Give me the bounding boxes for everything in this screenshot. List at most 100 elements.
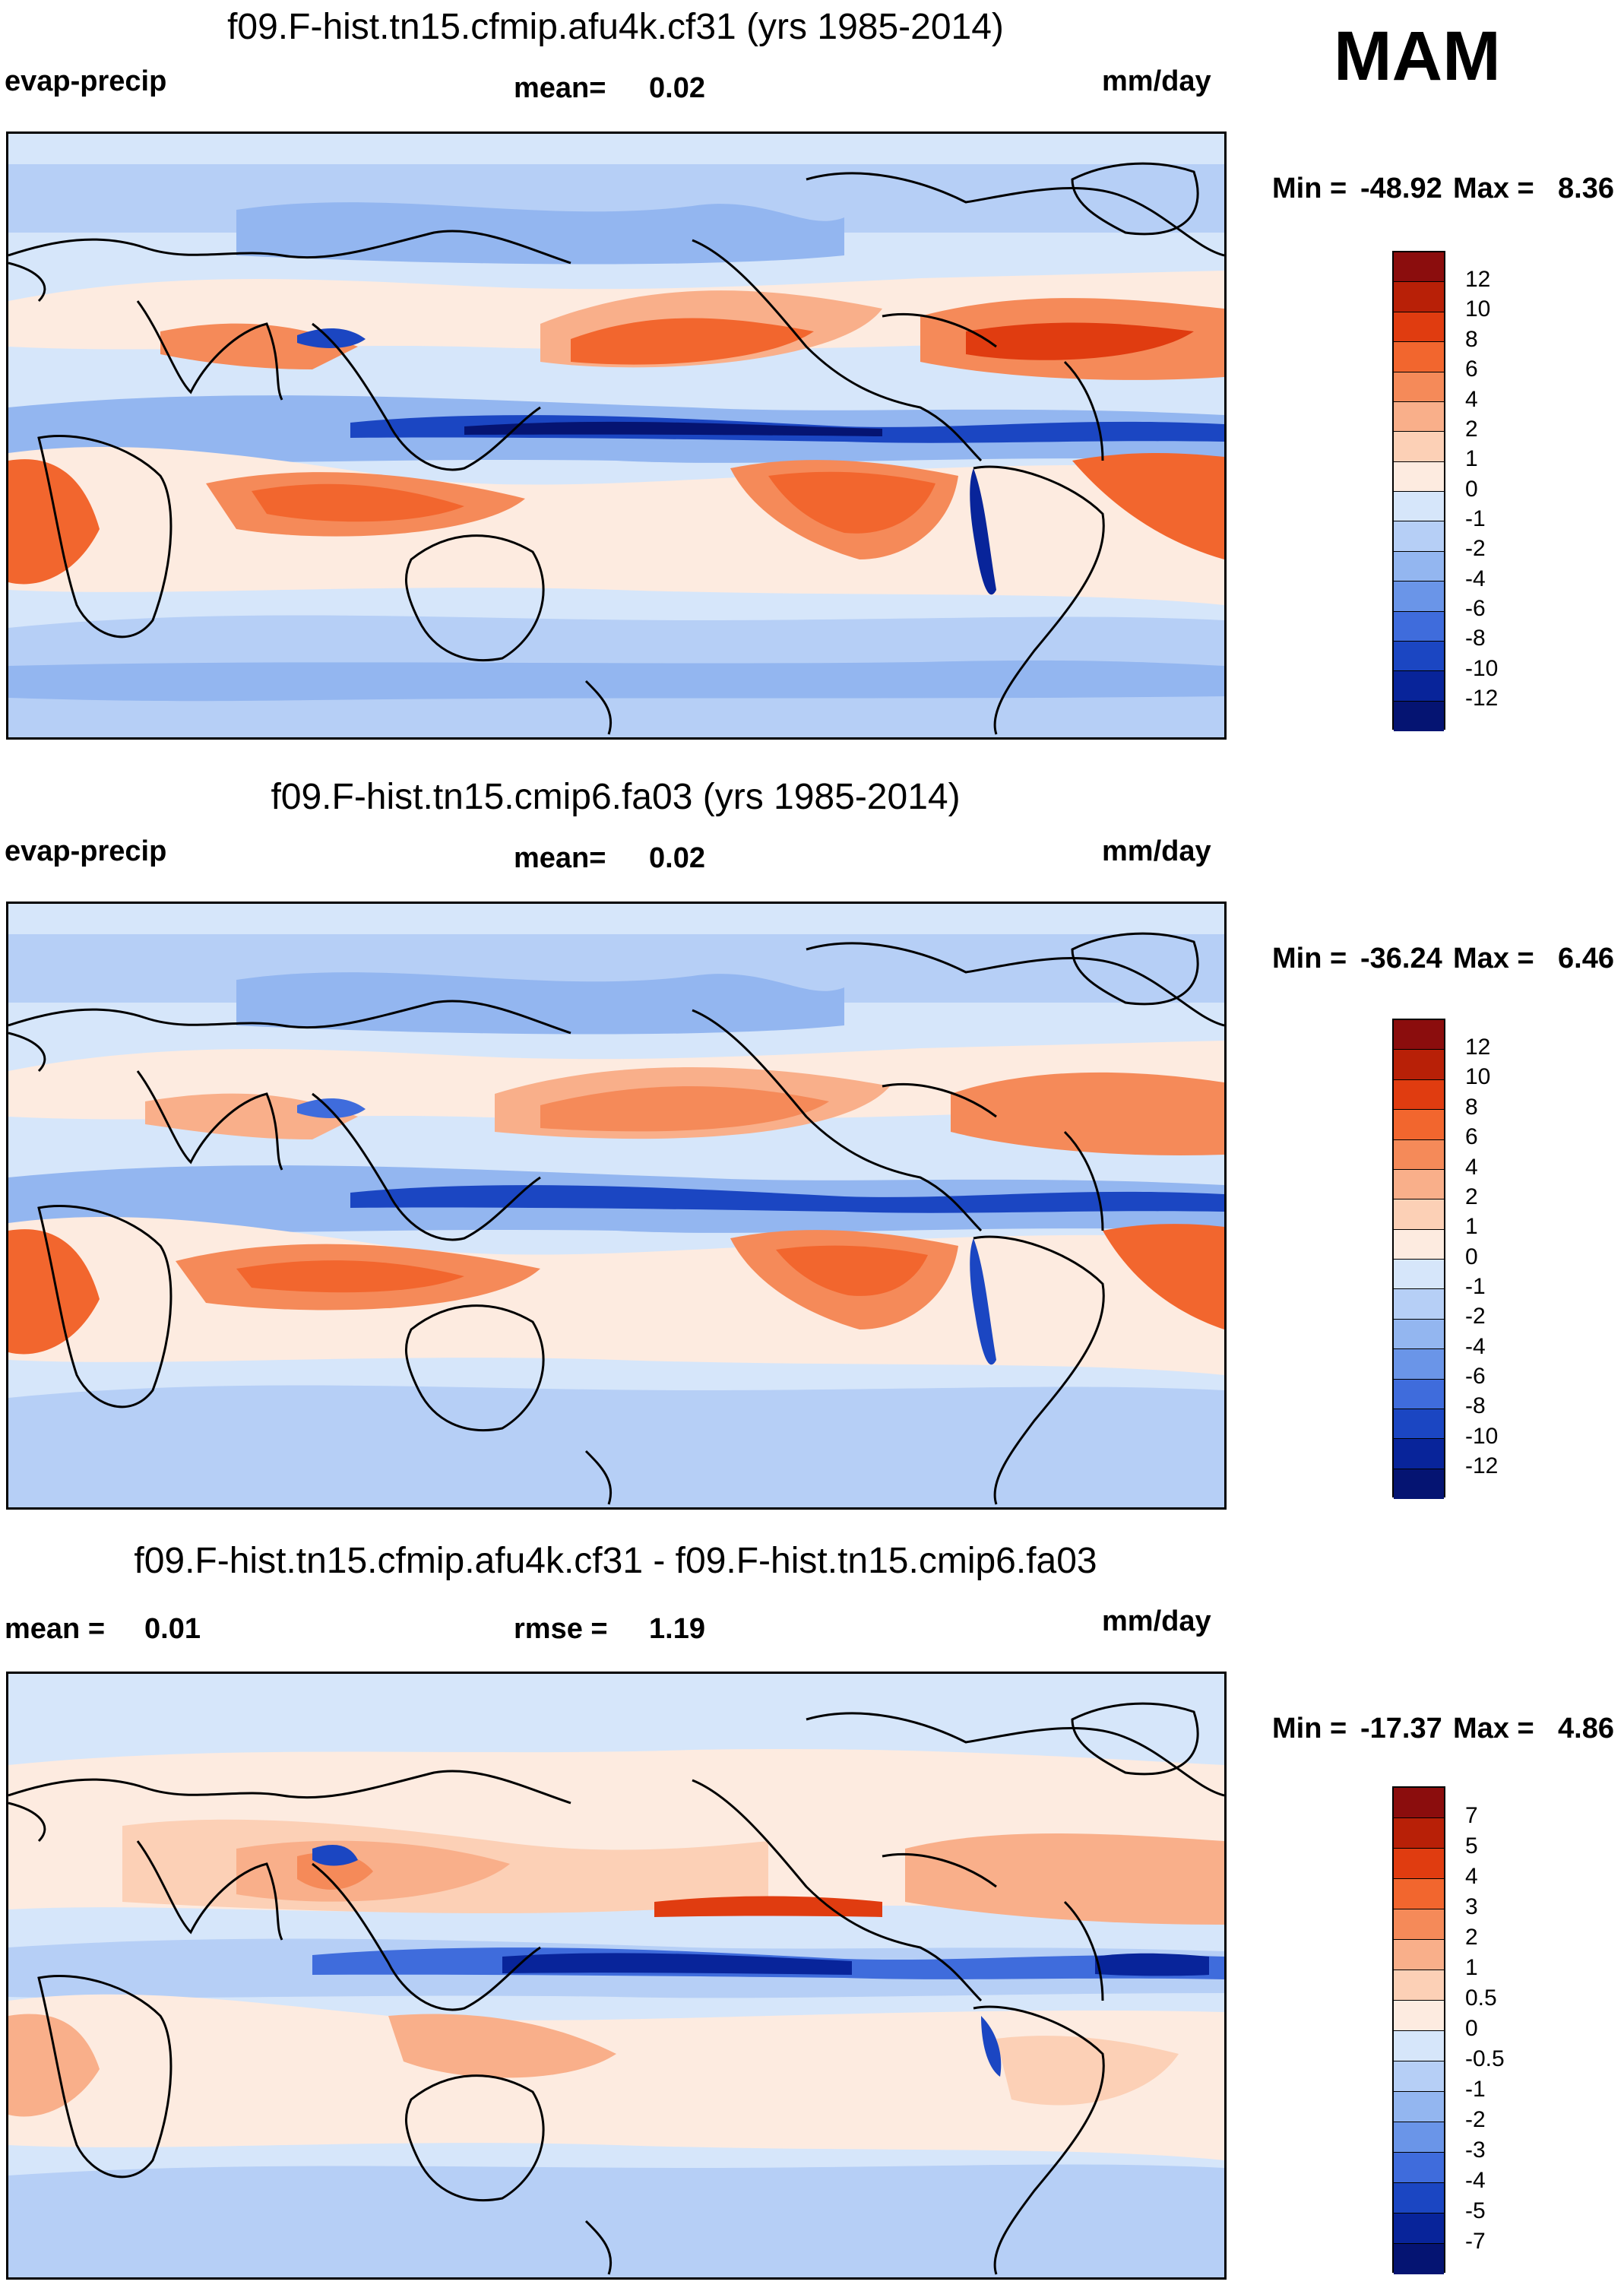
panel-1-mean-value: 0.02 (649, 72, 705, 104)
panel-1-min-value: -48.92 (1360, 173, 1442, 204)
panel-1-colorbar-label: -6 (1465, 596, 1486, 621)
panel-3-max-value: 4.86 (1558, 1713, 1614, 1745)
panel-2-colorbar-box (1394, 1139, 1444, 1170)
panel-3-title: f09.F-hist.tn15.cfmip.afu4k.cf31 - f09.F… (134, 1541, 1097, 1581)
panel-1-colorbar-label: 0 (1465, 477, 1478, 502)
panel-3-colorbar-box (1394, 2031, 1444, 2061)
panel-3-colorbar-label: -0.5 (1465, 2046, 1505, 2071)
panel-2-field (8, 904, 1224, 1507)
panel-3-colorbar-box (1394, 2153, 1444, 2183)
panel-3-colorbar-label: -5 (1465, 2198, 1486, 2223)
panel-1-colorbar-box (1394, 252, 1444, 283)
panel-1-map-graphic (8, 134, 1224, 737)
panel-1-colorbar-label: -1 (1465, 506, 1486, 531)
panel-3-map-graphic (8, 1674, 1224, 2277)
panel-2-colorbar-box (1394, 1379, 1444, 1409)
panel-2-colorbar-label: 1 (1465, 1214, 1478, 1239)
panel-3-units: mm/day (1102, 1605, 1211, 1637)
panel-2-colorbar-box (1394, 1469, 1444, 1499)
panel-2-mean-label: mean= (514, 842, 606, 874)
panel-2-colorbar-label: 10 (1465, 1064, 1491, 1089)
panel-1-colorbar-label: -2 (1465, 536, 1486, 561)
panel-2-colorbar-box (1394, 1319, 1444, 1350)
panel-1-field (8, 134, 1224, 737)
panel-2-colorbar-box (1394, 1050, 1444, 1080)
panel-2-colorbar-label: -12 (1465, 1453, 1499, 1478)
panel-1-colorbar-box (1394, 611, 1444, 642)
panel-2-colorbar-label: -10 (1465, 1424, 1499, 1449)
panel-2-colorbar-box (1394, 1110, 1444, 1140)
panel-3-colorbar-label: -4 (1465, 2168, 1486, 2193)
panel-3-colorbar-box (1394, 2183, 1444, 2214)
panel-2-colorbar-box (1394, 1409, 1444, 1440)
panel-2-colorbar-label: 0 (1465, 1244, 1478, 1269)
panel-3-mean-label: mean = (5, 1613, 106, 1645)
panel-3-colorbar-label: 2 (1465, 1925, 1478, 1950)
panel-3-colorbar-box (1394, 2214, 1444, 2244)
panel-1-colorbar-label: 6 (1465, 357, 1478, 382)
panel-3-colorbar-label: 0.5 (1465, 1985, 1497, 2011)
panel-1-colorbar-box (1394, 521, 1444, 552)
panel-3-colorbar-box (1394, 2061, 1444, 2092)
panel-1-max-label: Max = (1453, 173, 1534, 204)
panel-2-coastlines (8, 932, 1224, 1505)
panel-2-colorbar-label: 6 (1465, 1124, 1478, 1149)
panel-1-colorbar-box (1394, 401, 1444, 433)
panel-1-units: mm/day (1102, 65, 1211, 97)
panel-3-colorbar-box (1394, 1970, 1444, 2001)
panel-1-colorbar-box (1394, 432, 1444, 462)
panel-1-max-value: 8.36 (1558, 173, 1614, 204)
panel-3-colorbar-box (1394, 2001, 1444, 2031)
panel-3-colorbar-label: -2 (1465, 2107, 1486, 2132)
panel-3-min-label: Min = (1272, 1713, 1347, 1745)
panel-3-colorbar-box (1394, 1879, 1444, 1909)
panel-2-colorbar-label: 12 (1465, 1035, 1491, 1060)
panel-3-colorbar-label: -1 (1465, 2077, 1486, 2102)
panel-1-coastlines (8, 162, 1224, 735)
panel-1-colorbar-box (1394, 372, 1444, 402)
panel-1-colorbar-label: -10 (1465, 656, 1499, 681)
panel-3-colorbar-label: 7 (1465, 1803, 1478, 1828)
panel-2-colorbar-box (1394, 1169, 1444, 1200)
panel-1-colorbar-label: 10 (1465, 296, 1491, 322)
season-label: MAM (1334, 17, 1501, 95)
panel-3-colorbar-label: 4 (1465, 1864, 1478, 1889)
panel-2-colorbar-label: 4 (1465, 1155, 1478, 1180)
panel-1-colorbar (1392, 251, 1445, 731)
panel-3-max-label: Max = (1453, 1713, 1534, 1745)
panel-3-field (8, 1674, 1224, 2277)
panel-2-colorbar-box (1394, 1199, 1444, 1230)
panel-1-variable-label: evap-precip (5, 65, 167, 97)
panel-1-colorbar-box (1394, 671, 1444, 702)
panel-1-colorbar-label: 8 (1465, 327, 1478, 352)
panel-2-colorbar (1392, 1019, 1445, 1499)
panel-3-colorbar-box (1394, 1940, 1444, 1970)
panel-2-units: mm/day (1102, 835, 1211, 867)
panel-2-max-label: Max = (1453, 943, 1534, 974)
panel-1-colorbar-box (1394, 701, 1444, 731)
panel-3-colorbar-box (1394, 2244, 1444, 2274)
panel-2-colorbar-label: 8 (1465, 1095, 1478, 1120)
panel-1-colorbar-label: -12 (1465, 686, 1499, 711)
panel-1-title: f09.F-hist.tn15.cfmip.afu4k.cf31 (yrs 19… (227, 7, 1004, 47)
panel-2-colorbar-label: -8 (1465, 1393, 1486, 1418)
panel-3-colorbar (1392, 1786, 1445, 2274)
panel-3-colorbar-label: -3 (1465, 2137, 1486, 2163)
panel-3-map (6, 1672, 1227, 2280)
panel-2-variable-label: evap-precip (5, 835, 167, 867)
panel-1-colorbar-box (1394, 312, 1444, 343)
panel-2-colorbar-box (1394, 1229, 1444, 1260)
panel-3-colorbar-label: 1 (1465, 1955, 1478, 1980)
panel-2-colorbar-box (1394, 1020, 1444, 1051)
panel-2-colorbar-label: -2 (1465, 1304, 1486, 1329)
panel-3-colorbar-box (1394, 1849, 1444, 1879)
panel-1-colorbar-box (1394, 551, 1444, 582)
panel-3-colorbar-box (1394, 2122, 1444, 2153)
panel-2-colorbar-box (1394, 1079, 1444, 1111)
panel-3-colorbar-label: 3 (1465, 1894, 1478, 1919)
panel-2-map (6, 902, 1227, 1510)
panel-1-colorbar-box (1394, 461, 1444, 492)
panel-2-colorbar-label: 2 (1465, 1184, 1478, 1209)
panel-2-colorbar-box (1394, 1289, 1444, 1320)
panel-1-min-label: Min = (1272, 173, 1347, 204)
